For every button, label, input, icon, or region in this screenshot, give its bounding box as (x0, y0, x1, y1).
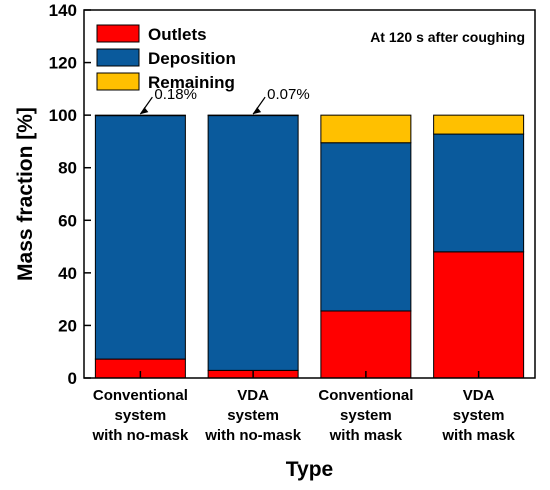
legend: Outlets Deposition Remaining (96, 24, 236, 92)
annotation-arrowhead (253, 107, 262, 115)
y-axis-label: Mass fraction [%] (14, 107, 37, 281)
category-labels: Conventional system with no-mask VDA system w… (91, 387, 515, 444)
plot-frame (83, 9, 536, 379)
annotation-label: 0.07% (267, 86, 310, 103)
category-label: with mask (329, 427, 403, 444)
bar-deposition-4 (433, 133, 525, 253)
category-label: system (227, 407, 279, 424)
y-tick-label: 20 (58, 316, 77, 335)
y-tick-label: 0 (68, 369, 77, 388)
bar-deposition-2 (207, 114, 299, 371)
bar-remaining-1 (94, 114, 186, 117)
legend-label: Outlets (148, 25, 207, 44)
category-label: Conventional (318, 387, 413, 404)
category-label: with mask (441, 427, 515, 444)
bar-outlets-4 (433, 251, 525, 379)
category-label: system (115, 407, 167, 424)
legend-label: Remaining (148, 73, 235, 92)
y-tick-label: 60 (58, 211, 77, 230)
category-label: with no-mask (91, 427, 189, 444)
bar-outlets-3 (320, 310, 412, 379)
bar-remaining-2 (207, 114, 299, 117)
bars-layer (94, 114, 525, 379)
annotation-label: 0.18% (154, 86, 197, 103)
category-label: VDA (463, 387, 495, 404)
y-tick-label: 40 (58, 264, 77, 283)
annotations: 0.18% 0.07% (139, 86, 310, 115)
legend-swatch-deposition (96, 48, 140, 67)
category-label: with no-mask (204, 427, 302, 444)
legend-swatch-outlets (96, 24, 140, 43)
legend-swatch-remaining (96, 72, 140, 91)
x-axis-label: Type (286, 458, 333, 481)
category-label: Conventional (93, 387, 188, 404)
bar-deposition-1 (94, 115, 186, 360)
bar-remaining-3 (320, 114, 412, 144)
category-label: system (340, 407, 392, 424)
y-tick-label: 80 (58, 159, 77, 178)
y-tick-label: 140 (49, 1, 77, 20)
category-label: system (453, 407, 505, 424)
category-label: VDA (237, 387, 269, 404)
bar-deposition-3 (320, 142, 412, 312)
y-tick-label: 100 (49, 106, 77, 125)
bar-remaining-4 (433, 114, 525, 135)
y-tick-label: 120 (49, 54, 77, 73)
annotation-arrowhead (140, 107, 149, 115)
time-note: At 120 s after coughing (370, 29, 525, 45)
legend-label: Deposition (148, 49, 236, 68)
